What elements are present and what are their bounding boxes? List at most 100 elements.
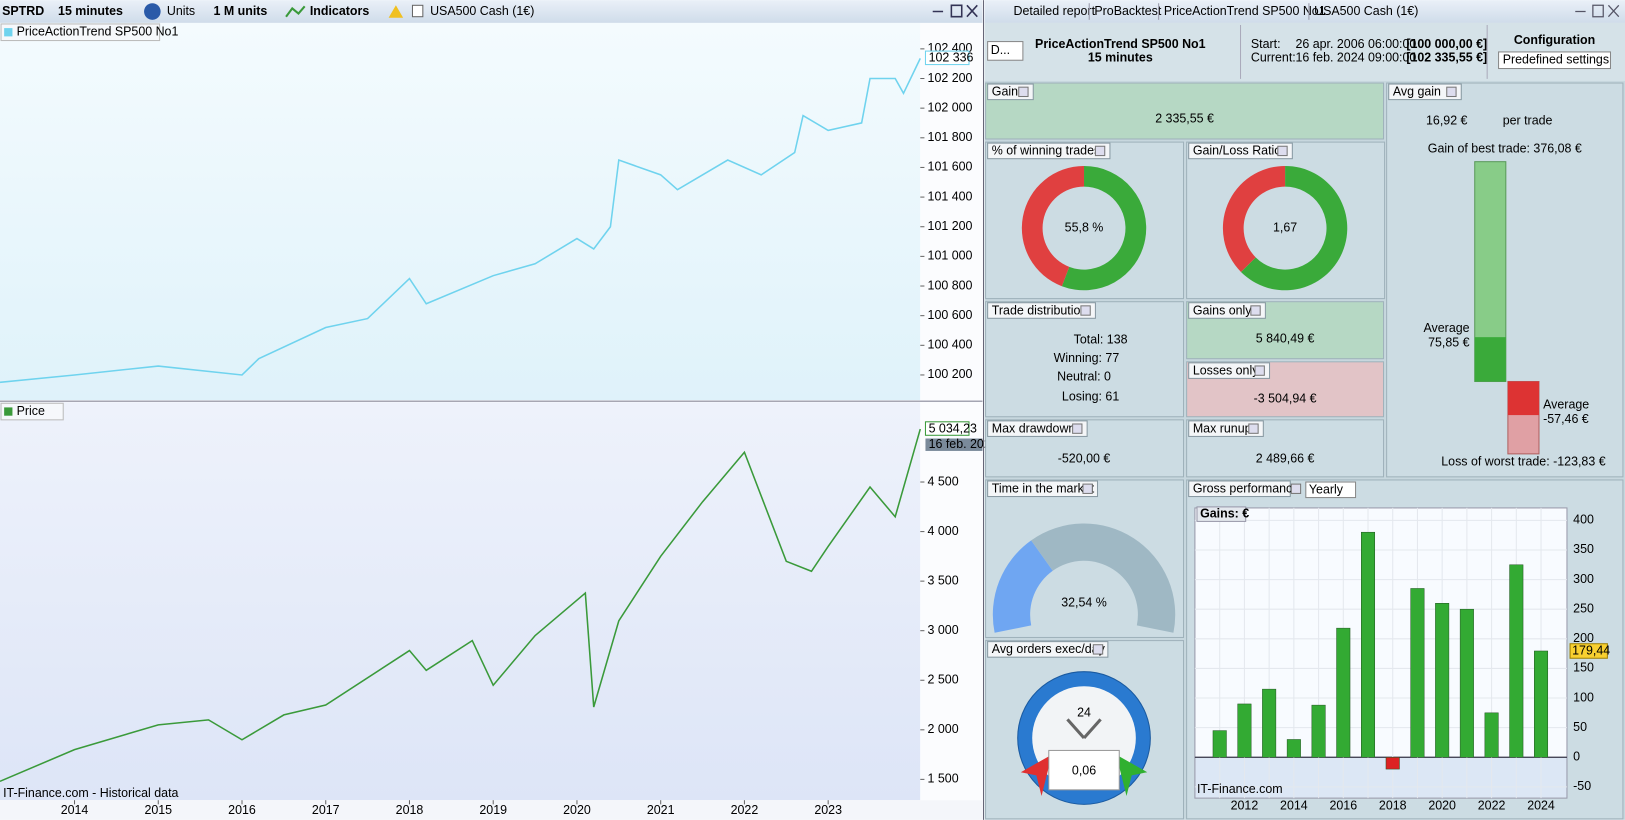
wrench-icon[interactable]	[1277, 145, 1288, 157]
wrench-icon[interactable]	[1446, 86, 1457, 98]
indicator-icon	[285, 5, 306, 18]
tab[interactable]: USA500 Cash (1€)	[1314, 4, 1418, 18]
date: 26 apr. 2006 06:00:00	[1295, 37, 1416, 51]
y-tick-label: 100 200	[928, 367, 973, 381]
wrench-icon[interactable]	[1248, 423, 1259, 434]
last-value-label: 102 336	[929, 51, 974, 65]
x-tick-label: 2019	[479, 803, 507, 817]
window-controls[interactable]	[932, 4, 978, 18]
y-tick-label: 101 000	[928, 249, 973, 263]
period-select[interactable]: D...	[991, 43, 1010, 57]
period-select[interactable]: Yearly	[1309, 483, 1344, 497]
y-tick-label: 300	[1573, 572, 1594, 586]
bar	[1459, 608, 1474, 758]
period-select[interactable]	[1305, 481, 1357, 499]
bar	[1286, 739, 1301, 758]
toolbar-item[interactable]: 15 minutes	[58, 4, 123, 18]
equity-panel	[0, 22, 921, 401]
clock-icon	[144, 3, 161, 20]
panel-title: Gains only	[1193, 303, 1252, 317]
y-tick-label: 2 500	[928, 673, 959, 687]
y-tick-label: 100 400	[928, 338, 973, 352]
distribution-total: Total: 138	[1074, 332, 1128, 346]
wrench-icon[interactable]	[1250, 305, 1261, 316]
date: 16 feb. 2024 09:00:00	[1295, 50, 1416, 64]
wrench-icon[interactable]	[1072, 423, 1083, 434]
legend-label[interactable]: Price	[17, 404, 45, 418]
settings-select[interactable]	[1498, 51, 1612, 70]
last-value-label: 5 034,23	[929, 421, 977, 435]
wrench-icon[interactable]	[1290, 483, 1302, 494]
bar	[1385, 756, 1400, 770]
toolbar	[0, 0, 983, 23]
legend-swatch	[4, 407, 13, 416]
y-tick-label: -50	[1573, 779, 1591, 793]
donut-win	[1061, 165, 1147, 291]
tab[interactable]: PriceActionTrend SP500 No1	[1164, 4, 1326, 18]
arrow-green	[1116, 754, 1148, 797]
capital: [102 335,55 €]	[1406, 50, 1487, 64]
y-tick-label: 101 400	[928, 189, 973, 203]
legend-box[interactable]	[0, 23, 161, 42]
panel-tab	[987, 142, 1111, 160]
panel	[985, 301, 1185, 418]
source: IT-Finance.com	[1197, 782, 1283, 796]
panel-title: % of winning trades	[992, 144, 1100, 158]
x-tick-label: 2023	[814, 803, 842, 817]
x-tick-label: 2020	[563, 803, 591, 817]
max-runup: 2 489,66 €	[1256, 452, 1315, 466]
y-tick-label: 150	[1573, 661, 1594, 675]
x-tick-label: 2012	[1231, 799, 1259, 813]
window-controls[interactable]	[1575, 4, 1620, 18]
toolbar-item[interactable]: Units	[167, 4, 195, 18]
wrench-icon[interactable]	[1092, 644, 1104, 655]
tab[interactable]: ProBacktest	[1094, 4, 1162, 18]
wrench-icon[interactable]	[1018, 86, 1029, 98]
toolbar-item[interactable]: Indicators	[310, 4, 369, 18]
wrench-icon[interactable]	[1254, 365, 1265, 376]
toolbar-item[interactable]: SPTRD	[2, 4, 44, 18]
y-tick-label: 101 200	[928, 219, 973, 233]
settings-select[interactable]: Predefined settings	[1503, 53, 1609, 67]
y-tick-label: 100	[1573, 690, 1594, 704]
worst-trade: Loss of worst trade: -123,83 €	[1441, 455, 1605, 469]
bar	[1484, 712, 1499, 758]
panel-title: Time in the market	[992, 482, 1095, 496]
panel-title: Gross performance	[1193, 482, 1299, 496]
orders-box	[1048, 749, 1120, 791]
gauge-fill	[992, 540, 1053, 633]
y-tick-label: 0	[1573, 750, 1580, 764]
value-label-box	[1569, 643, 1608, 659]
label: Start:	[1251, 37, 1281, 51]
panel-title: Losses only	[1193, 363, 1259, 377]
y-tick-label: 4 500	[928, 474, 959, 488]
donut-label: 55,8 %	[1065, 220, 1104, 234]
toolbar-item[interactable]: USA500 Cash (1€)	[430, 4, 534, 18]
y-tick-label: 400	[1573, 513, 1594, 527]
average: Average	[1543, 398, 1589, 412]
avg-loss-bar	[1507, 381, 1539, 416]
tabbar	[984, 0, 1625, 23]
toolbar-item[interactable]: 1 M units	[213, 4, 267, 18]
losses-only: -3 504,94 €	[1254, 391, 1317, 405]
gauge-rest	[1031, 523, 1176, 633]
axis-column	[920, 22, 983, 801]
legend-box[interactable]	[0, 402, 64, 421]
x-tick-label: 2014	[61, 803, 89, 817]
wrench-icon[interactable]	[1080, 305, 1091, 316]
label: Current:	[1251, 50, 1296, 64]
gains-only: 5 840,49 €	[1256, 331, 1315, 345]
wrench-icon[interactable]	[1082, 483, 1093, 494]
period-select[interactable]	[987, 41, 1024, 61]
legend-label[interactable]: PriceActionTrend SP500 No1	[17, 25, 179, 39]
tab[interactable]: Detailed report	[1014, 4, 1096, 18]
distribution-losing: Losing: 61	[1062, 389, 1119, 403]
x-tick-label: 2021	[647, 803, 675, 817]
x-tick-label: 2022	[731, 803, 759, 817]
distribution-neutral: Neutral: 0	[1057, 370, 1111, 384]
wrench-icon[interactable]	[1094, 145, 1106, 157]
bar	[1509, 564, 1524, 758]
panel-tab	[987, 302, 1096, 319]
warning-icon	[388, 5, 404, 18]
